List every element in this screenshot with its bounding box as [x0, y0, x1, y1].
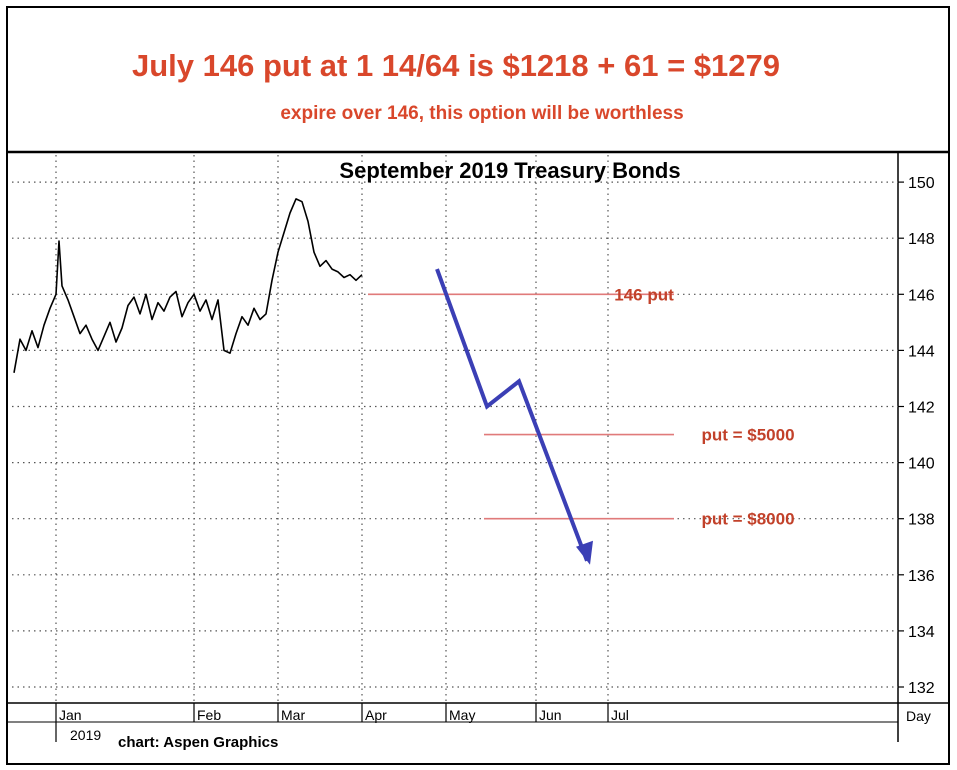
x-tick-label: Apr — [365, 707, 387, 723]
y-tick-label: 134 — [908, 624, 935, 641]
x-axis-ticks: Jan Feb Mar Apr May Jun Jul — [55, 703, 629, 742]
level-label: put = $8000 — [701, 510, 794, 529]
y-tick-label: 150 — [908, 175, 935, 192]
y-axis-ticks: 132 134 136 138 140 142 144 146 148 150 — [898, 175, 935, 697]
projection-path — [435, 268, 589, 562]
footer-year: 2019 — [70, 727, 101, 743]
header-panel — [9, 9, 947, 152]
x-tick-label: Feb — [197, 707, 221, 723]
level-label: 146 put — [614, 285, 674, 304]
price-series-line — [13, 198, 363, 373]
x-tick-label: Jul — [611, 707, 629, 723]
y-tick-label: 138 — [908, 512, 935, 529]
y-tick-label: 144 — [908, 343, 935, 360]
projection-arrow — [435, 268, 593, 565]
y-tick-label: 142 — [908, 400, 935, 417]
level-label: put = $5000 — [701, 426, 794, 445]
y-tick-label: 140 — [908, 456, 935, 473]
headline-text: July 146 put at 1 14/64 is $1218 + 61 = … — [132, 48, 780, 83]
x-axis-unit: Day — [906, 708, 931, 724]
projection-arrowhead — [576, 540, 593, 565]
footer-credit: chart: Aspen Graphics — [118, 734, 278, 751]
x-tick-label: Jan — [59, 707, 82, 723]
y-tick-label: 132 — [908, 680, 935, 697]
level-annotations: 146 put put = $5000 put = $8000 — [368, 285, 795, 529]
chart-title: September 2019 Treasury Bonds — [339, 158, 680, 183]
grid-lines — [12, 155, 898, 703]
y-tick-label: 148 — [908, 231, 935, 248]
x-tick-label: May — [449, 707, 475, 723]
x-tick-label: Mar — [281, 707, 305, 723]
y-tick-label: 136 — [908, 568, 935, 585]
x-tick-label: Jun — [539, 707, 562, 723]
y-tick-label: 146 — [908, 287, 935, 304]
subline-text: expire over 146, this option will be wor… — [280, 103, 683, 124]
